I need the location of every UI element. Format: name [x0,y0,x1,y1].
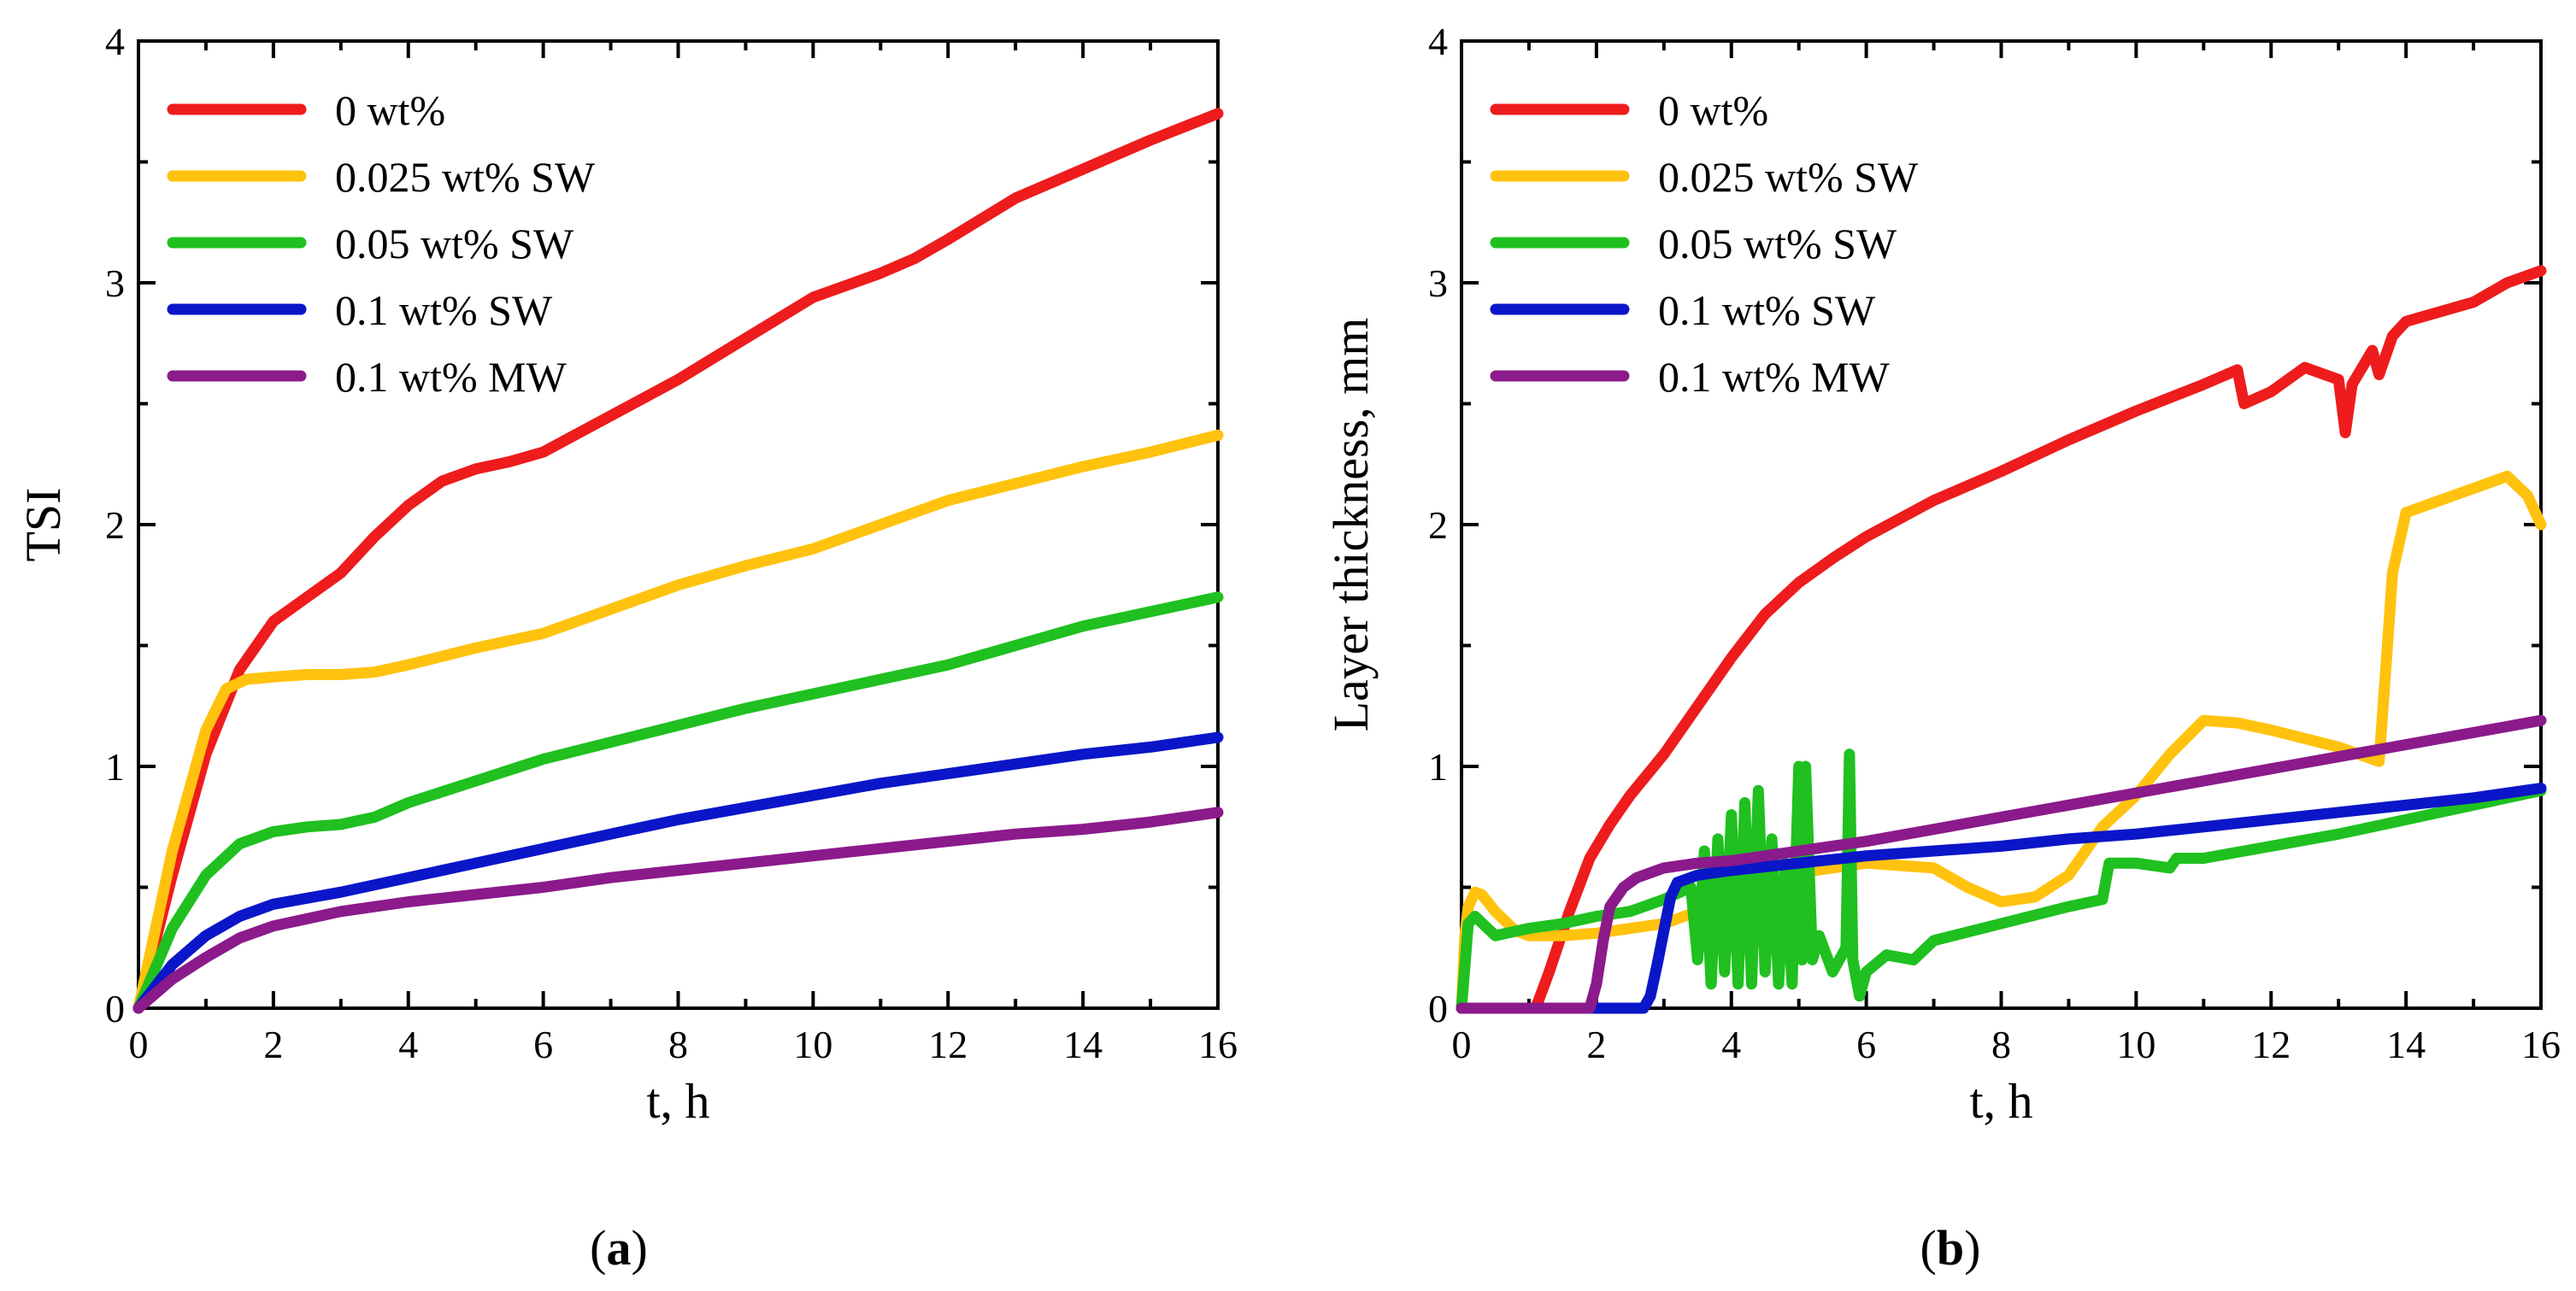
y-tick-label-b: 3 [1428,261,1448,305]
y-tick-label-a: 3 [105,261,125,305]
legend-label-0-wt-a: 0 wt% [335,86,445,134]
plot-frame-b [1460,39,2543,1010]
legend-label-0-05-wt-sw-b: 0.05 wt% SW [1658,220,1897,267]
x-tick-label-a: 12 [928,1023,967,1066]
series-line-0-025-wt-sw-b [1456,470,2547,1014]
legend-label-0-025-wt-sw-b: 0.025 wt% SW [1658,153,1919,201]
y-tick-label-a: 0 [105,987,125,1030]
x-tick-label-a: 2 [263,1023,283,1066]
x-tick-label-b: 8 [1991,1023,2011,1066]
y-axis-label-a: TSI [15,488,71,562]
legend-label-0-05-wt-sw-a: 0.05 wt% SW [335,220,574,267]
x-tick-label-b: 16 [2521,1023,2561,1066]
x-axis-label-b: t, h [1969,1073,2032,1129]
x-tick-label-b: 14 [2386,1023,2426,1066]
series-line-0-1-wt-mw-b [1456,714,2547,1014]
series-line-0-wt-a [132,108,1224,1014]
x-tick-label-b: 10 [2116,1023,2155,1066]
y-tick-label-b: 2 [1428,503,1448,547]
legend-label-0-1-wt-sw-b: 0.1 wt% SW [1658,286,1876,334]
x-tick-label-a: 6 [533,1023,553,1066]
series-line-0-1-wt-mw-a [132,807,1224,1014]
x-tick-label-a: 4 [398,1023,418,1066]
legend-label-0-025-wt-sw-a: 0.025 wt% SW [335,153,596,201]
series-line-0-wt-b [1456,265,2547,1014]
series-line-0-025-wt-sw-a [132,429,1224,1014]
series-line-0-1-wt-sw-b [1456,783,2547,1014]
y-tick-label-a: 1 [105,745,125,789]
y-tick-label-b: 1 [1428,745,1448,789]
caption-b: (b) [1920,1220,1981,1276]
y-tick-label-b: 0 [1428,987,1448,1030]
x-tick-label-a: 10 [793,1023,832,1066]
series-line-0-05-wt-sw-a [132,591,1224,1014]
x-tick-label-b: 2 [1586,1023,1606,1066]
caption-a: (a) [590,1220,648,1276]
caption-b-letter: b [1937,1220,1964,1276]
x-tick-label-a: 16 [1198,1023,1238,1066]
x-tick-label-a: 14 [1063,1023,1103,1066]
legend-label-0-wt-b: 0 wt% [1658,86,1768,134]
legend-label-0-1-wt-sw-a: 0.1 wt% SW [335,286,553,334]
x-axis-label-a: t, h [646,1073,709,1129]
caption-a-letter: a [607,1220,632,1276]
y-tick-label-a: 2 [105,503,125,547]
x-tick-label-a: 8 [668,1023,688,1066]
x-tick-label-b: 0 [1452,1023,1472,1066]
y-axis-label-b: Layer thickness, mm [1323,318,1379,732]
x-tick-label-b: 12 [2251,1023,2291,1066]
x-tick-label-a: 0 [129,1023,149,1066]
y-tick-label-b: 4 [1428,20,1448,63]
y-tick-label-a: 4 [105,20,125,63]
legend-label-0-1-wt-mw-b: 0.1 wt% MW [1658,353,1891,401]
x-tick-label-b: 4 [1721,1023,1741,1066]
x-tick-label-b: 6 [1856,1023,1876,1066]
legend-label-0-1-wt-mw-a: 0.1 wt% MW [335,353,568,401]
series-line-0-1-wt-sw-a [132,731,1224,1014]
